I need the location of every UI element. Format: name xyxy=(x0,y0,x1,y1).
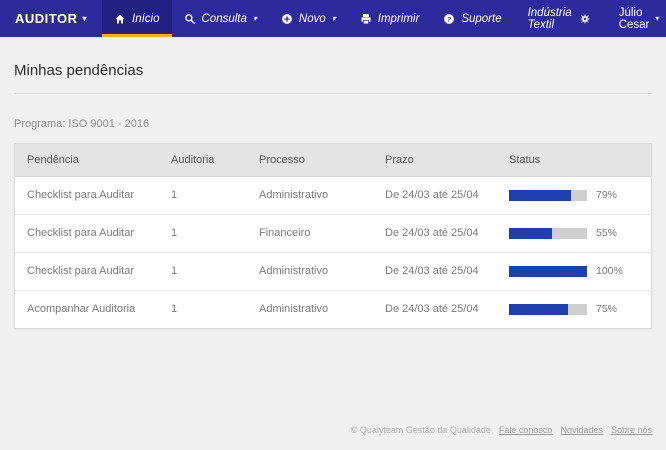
home-icon xyxy=(114,13,126,25)
progress-bar xyxy=(509,189,587,201)
nav-item-label: Imprimir xyxy=(377,12,420,25)
top-navbar: AUDITOR ▾ Início Consulta ▾ Novo ▾ xyxy=(0,0,666,37)
table-header: Pendência Auditoria Processo Prazo Statu… xyxy=(15,144,651,177)
nav-item-consulta[interactable]: Consulta ▾ xyxy=(172,0,269,37)
progress-label: 79% xyxy=(596,189,618,201)
nav-item-imprimir[interactable]: Imprimir xyxy=(348,0,432,37)
title-divider xyxy=(14,93,652,94)
main-content: Minhas pendências Programa: ISO 9001 - 2… xyxy=(0,37,666,329)
company-label: Indústria Textil xyxy=(527,6,572,31)
cell-prazo: De 24/03 até 25/04 xyxy=(373,176,497,215)
brand-menu[interactable]: AUDITOR ▾ xyxy=(0,0,102,37)
cell-processo: Administrativo xyxy=(247,252,373,291)
printer-icon xyxy=(360,13,372,25)
caret-down-icon: ▾ xyxy=(82,13,87,23)
brand-label: AUDITOR xyxy=(15,11,78,26)
gear-icon xyxy=(579,13,591,25)
header-auditoria: Auditoria xyxy=(159,144,247,177)
progress-bar xyxy=(509,303,587,315)
cell-pendencia: Checklist para Auditar xyxy=(15,176,159,215)
table-row[interactable]: Acompanhar Auditoria 1 Administrativo De 24… xyxy=(15,290,651,328)
progress-label: 100% xyxy=(596,265,623,277)
cell-pendencia: Acompanhar Auditoria xyxy=(27,303,136,316)
nav-item-label: Suporte xyxy=(461,12,502,25)
caret-down-icon: ▾ xyxy=(331,13,336,23)
cell-processo: Administrativo xyxy=(259,303,329,316)
table-body: Checklist para Auditar 1 Administrativo De … xyxy=(15,176,651,328)
cell-status: 55% xyxy=(497,214,651,253)
cell-auditoria: 1 xyxy=(159,252,247,291)
page-title: Minhas pendências xyxy=(14,62,144,79)
cell-pendencia: Checklist para Auditar xyxy=(15,214,159,253)
nav-item-suporte[interactable]: ? Suporte xyxy=(431,0,513,37)
cell-prazo: De 24/03 até 25/04 xyxy=(373,214,497,253)
nav-item-label: Início xyxy=(132,12,160,25)
caret-down-icon: ▾ xyxy=(655,13,660,23)
table-row[interactable]: Checklist para Auditar 1 Administrativo De … xyxy=(15,176,651,215)
program-label: Programa: ISO 9001 - 2016 xyxy=(14,118,150,130)
nav-item-novo[interactable]: Novo ▾ xyxy=(269,0,348,37)
user-label: Júlio Cesar xyxy=(618,6,650,31)
cell-prazo: De 24/03 até 25/04 xyxy=(385,303,479,316)
cell-status: 75% xyxy=(497,290,651,328)
svg-text:?: ? xyxy=(447,16,451,23)
main-nav: Início Consulta ▾ Novo ▾ Imprimir ? xyxy=(102,0,514,37)
user-menu[interactable]: Júlio Cesar ▾ xyxy=(605,0,666,37)
table-row[interactable]: Checklist para Auditar 1 Administrativo De … xyxy=(15,252,651,291)
nav-item-label: Consulta xyxy=(201,12,247,25)
cell-status: 100% xyxy=(497,252,651,291)
footer-link-novidades[interactable]: Novidades xyxy=(560,425,603,435)
navbar-right: Indústria Textil Júlio Cesar ▾ xyxy=(514,0,666,37)
search-icon xyxy=(184,13,196,25)
company-menu[interactable]: Indústria Textil xyxy=(514,0,605,37)
header-status: Status xyxy=(497,144,651,177)
header-pendencia: Pendência xyxy=(15,144,159,177)
progress-bar xyxy=(509,265,587,277)
header-prazo: Prazo xyxy=(373,144,497,177)
progress-label: 75% xyxy=(596,303,618,316)
footer-link-fale-conosco[interactable]: Fale conosco xyxy=(498,425,553,435)
cell-status: 79% xyxy=(497,176,651,215)
progress-bar xyxy=(509,227,587,239)
cell-processo: Administrativo xyxy=(247,176,373,215)
progress-label: 55% xyxy=(596,227,618,239)
pendencias-table: Pendência Auditoria Processo Prazo Statu… xyxy=(14,143,652,329)
nav-item-label: Novo xyxy=(298,12,326,25)
caret-down-icon: ▾ xyxy=(252,13,257,23)
cell-auditoria: 1 xyxy=(159,176,247,215)
table-row[interactable]: Checklist para Auditar 1 Financeiro De 24/0… xyxy=(15,214,651,253)
cell-auditoria: 1 xyxy=(159,214,247,253)
footer: © Qualyteam Gestão da Qualidade Fale con… xyxy=(351,425,652,435)
footer-copyright: © Qualyteam Gestão da Qualidade xyxy=(350,425,491,435)
footer-link-sobre-nos[interactable]: Sobre nós xyxy=(610,425,652,435)
nav-item-inicio[interactable]: Início xyxy=(102,0,172,37)
cell-processo: Financeiro xyxy=(247,214,373,253)
question-circle-icon: ? xyxy=(443,13,455,25)
cell-pendencia: Checklist para Auditar xyxy=(15,252,159,291)
header-processo: Processo xyxy=(247,144,373,177)
cell-auditoria: 1 xyxy=(171,303,178,316)
cell-prazo: De 24/03 até 25/04 xyxy=(373,252,497,291)
plus-circle-icon xyxy=(281,13,293,25)
